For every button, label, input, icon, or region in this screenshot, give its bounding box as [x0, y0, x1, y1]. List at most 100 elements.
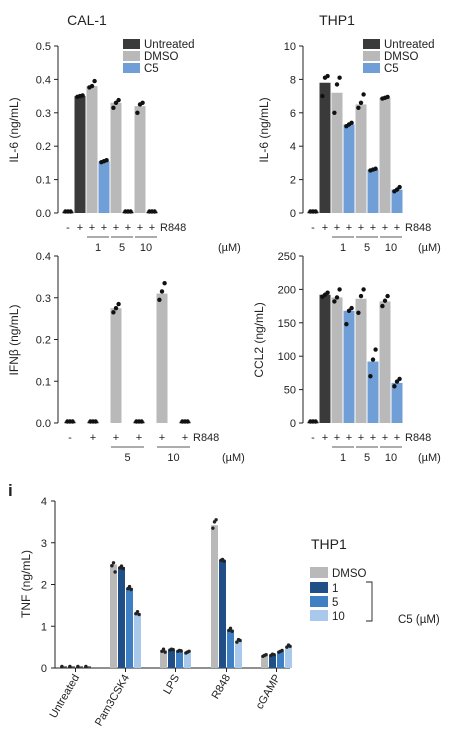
- y-axis-label: IL-6 (ng/mL): [257, 97, 271, 162]
- bar: [331, 92, 343, 213]
- y-tick-label: 8: [290, 74, 296, 86]
- data-point: [113, 305, 119, 311]
- panel-cal1-il6: CAL-1 IL-6 (ng/mL) 0.00.10.20.30.40.5- + +…: [7, 12, 241, 254]
- y-tick-label: 0.4: [36, 74, 51, 86]
- data-point: [373, 166, 378, 171]
- stim-sign: +: [382, 432, 388, 444]
- data-point: [397, 376, 402, 382]
- data-point: [334, 295, 340, 300]
- legend-swatch: [310, 610, 328, 621]
- data-point: [368, 374, 373, 379]
- stim-sign: +: [370, 432, 376, 444]
- data-point: [385, 94, 390, 100]
- stim-sign: +: [358, 222, 364, 234]
- bar: [235, 640, 242, 668]
- y-tick-label: 150: [278, 318, 296, 330]
- data-point: [361, 287, 366, 292]
- legend-label: DMSO: [332, 568, 367, 580]
- data-point: [68, 664, 72, 669]
- data-point: [349, 305, 354, 311]
- stim-sign: +: [159, 432, 165, 444]
- concentration-label: 10: [385, 242, 397, 254]
- x-tick-label: Pam3CSK4: [93, 673, 132, 729]
- data-point: [228, 626, 233, 631]
- legend-label: Untreated: [384, 39, 435, 51]
- y-tick-label: 0.4: [36, 251, 51, 263]
- data-point: [332, 299, 337, 304]
- stim-sign: +: [77, 222, 83, 234]
- bar: [277, 651, 284, 668]
- bar: [134, 106, 146, 213]
- data-point: [121, 566, 125, 571]
- data-point: [113, 570, 117, 574]
- y-tick-label: 200: [278, 284, 296, 296]
- bar: [74, 96, 86, 213]
- data-point: [264, 652, 268, 657]
- panel-title: CAL-1: [67, 12, 107, 28]
- data-point: [358, 100, 364, 105]
- data-point: [89, 83, 95, 89]
- stim-sign: +: [113, 222, 119, 234]
- data-point: [356, 310, 361, 315]
- data-point: [84, 664, 88, 669]
- data-point: [157, 297, 162, 303]
- bar: [343, 310, 355, 423]
- concentration-label: 5: [124, 452, 130, 464]
- data-point: [152, 209, 157, 214]
- data-point: [373, 347, 378, 352]
- data-point: [104, 158, 109, 163]
- data-point: [313, 419, 318, 424]
- bar: [227, 629, 234, 668]
- y-tick-label: 4: [290, 141, 296, 153]
- bar: [355, 104, 367, 213]
- bar: [110, 564, 117, 668]
- y-axis-label: CCL2 (ng/mL): [252, 302, 266, 377]
- data-point: [397, 184, 402, 190]
- bar: [379, 301, 391, 423]
- y-tick-label: 2: [41, 580, 47, 592]
- stim-sign: +: [89, 222, 95, 234]
- stim-sign: -: [66, 222, 70, 234]
- legend-swatch: [363, 63, 380, 73]
- bar: [391, 189, 403, 213]
- y-tick-label: 0: [41, 663, 47, 675]
- y-tick-label: 0.2: [36, 335, 51, 347]
- data-point: [337, 75, 342, 80]
- data-point: [163, 650, 167, 654]
- data-point: [280, 648, 284, 653]
- data-point: [238, 638, 242, 643]
- bar: [367, 361, 379, 423]
- data-point: [332, 110, 337, 116]
- y-tick-label: 0.5: [36, 41, 51, 53]
- data-point: [171, 647, 175, 652]
- legend-swatch: [310, 567, 328, 578]
- y-tick-label: 250: [278, 251, 296, 263]
- legend-swatch: [123, 39, 140, 49]
- concentration-label: 5: [364, 242, 370, 254]
- bar: [110, 102, 122, 213]
- stim-sign: +: [182, 432, 188, 444]
- bar: [379, 97, 391, 213]
- y-tick-label: 0.1: [36, 376, 51, 388]
- data-point: [187, 649, 191, 653]
- data-point: [111, 105, 116, 110]
- y-tick-label: 3: [41, 538, 47, 550]
- data-point: [140, 100, 145, 105]
- data-point: [385, 293, 390, 299]
- y-tick-label: 1: [41, 621, 47, 633]
- bar: [86, 86, 98, 213]
- stim-sign: +: [90, 432, 96, 444]
- concentration-label: 1: [95, 242, 101, 254]
- legend-label: DMSO: [144, 51, 179, 63]
- data-point: [337, 287, 342, 292]
- data-point: [116, 97, 121, 103]
- legend-label: 1: [332, 583, 338, 595]
- stim-sign: +: [394, 222, 400, 234]
- data-point: [320, 93, 325, 99]
- stim-sign: +: [101, 222, 107, 234]
- bar: [319, 82, 331, 214]
- legend-title: THP1: [311, 536, 347, 552]
- stim-label: R848: [405, 432, 431, 444]
- bar: [319, 294, 331, 423]
